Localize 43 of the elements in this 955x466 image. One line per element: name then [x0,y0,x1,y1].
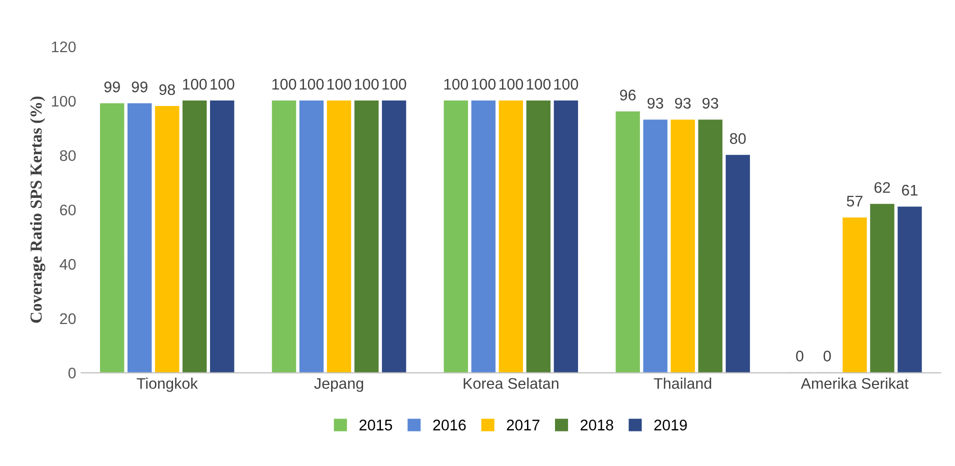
data-label: 99 [104,82,120,92]
y-tick-label: 20 [60,313,76,324]
legend-label: 2016 [433,420,466,430]
data-label: 62 [874,182,890,193]
data-label: 96 [620,90,636,100]
y-tick-label: 40 [60,258,76,270]
data-label: 100 [183,78,207,90]
y-tick-label: 80 [60,150,76,162]
data-label: 100 [499,78,524,90]
legend-label: 2019 [654,420,687,430]
data-label: 98 [159,84,175,96]
x-tick-label: Jepang [314,378,364,392]
legend-label: 2017 [506,420,540,430]
data-label: 80 [730,133,746,144]
data-label: 100 [210,78,234,90]
data-label: 100 [327,78,352,90]
y-axis-title: Coverage Ratio SPS Kertas (%) [30,96,46,323]
y-tick-label: 100 [52,96,76,107]
data-label: 100 [300,78,324,90]
data-label: 100 [526,78,551,90]
x-tick-label: Korea Selatan [464,378,558,389]
data-label: 0 [796,350,804,362]
data-label: 100 [444,78,468,90]
x-tick-label: Tiongkok [136,378,198,392]
data-label: 100 [472,78,496,90]
y-tick-label: 60 [60,204,76,216]
data-label: 100 [554,78,578,90]
y-tick-label: 0 [68,368,76,378]
legend-label: 2015 [360,420,392,430]
y-tick-label: 120 [52,41,76,52]
legend-label: 2018 [580,420,614,430]
x-tick-label: Thailand [654,378,712,389]
data-label: 93 [648,98,664,109]
data-label: 100 [354,78,379,90]
data-label: 100 [272,78,296,90]
data-label: 93 [702,98,718,109]
data-label: 99 [132,82,148,92]
data-label: 61 [902,184,918,196]
data-label: 100 [382,78,406,90]
data-label: 93 [675,98,691,109]
data-label: 0 [824,350,831,362]
x-tick-label: Amerika Serikat [800,378,909,389]
data-label: 57 [846,196,862,206]
